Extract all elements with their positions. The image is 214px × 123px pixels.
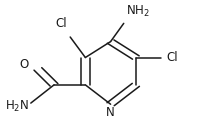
Text: Cl: Cl — [56, 17, 67, 30]
Text: N: N — [106, 107, 115, 120]
Text: H$_2$N: H$_2$N — [5, 99, 29, 114]
Text: NH$_2$: NH$_2$ — [126, 4, 150, 19]
Text: O: O — [19, 58, 29, 71]
Text: Cl: Cl — [166, 51, 178, 64]
